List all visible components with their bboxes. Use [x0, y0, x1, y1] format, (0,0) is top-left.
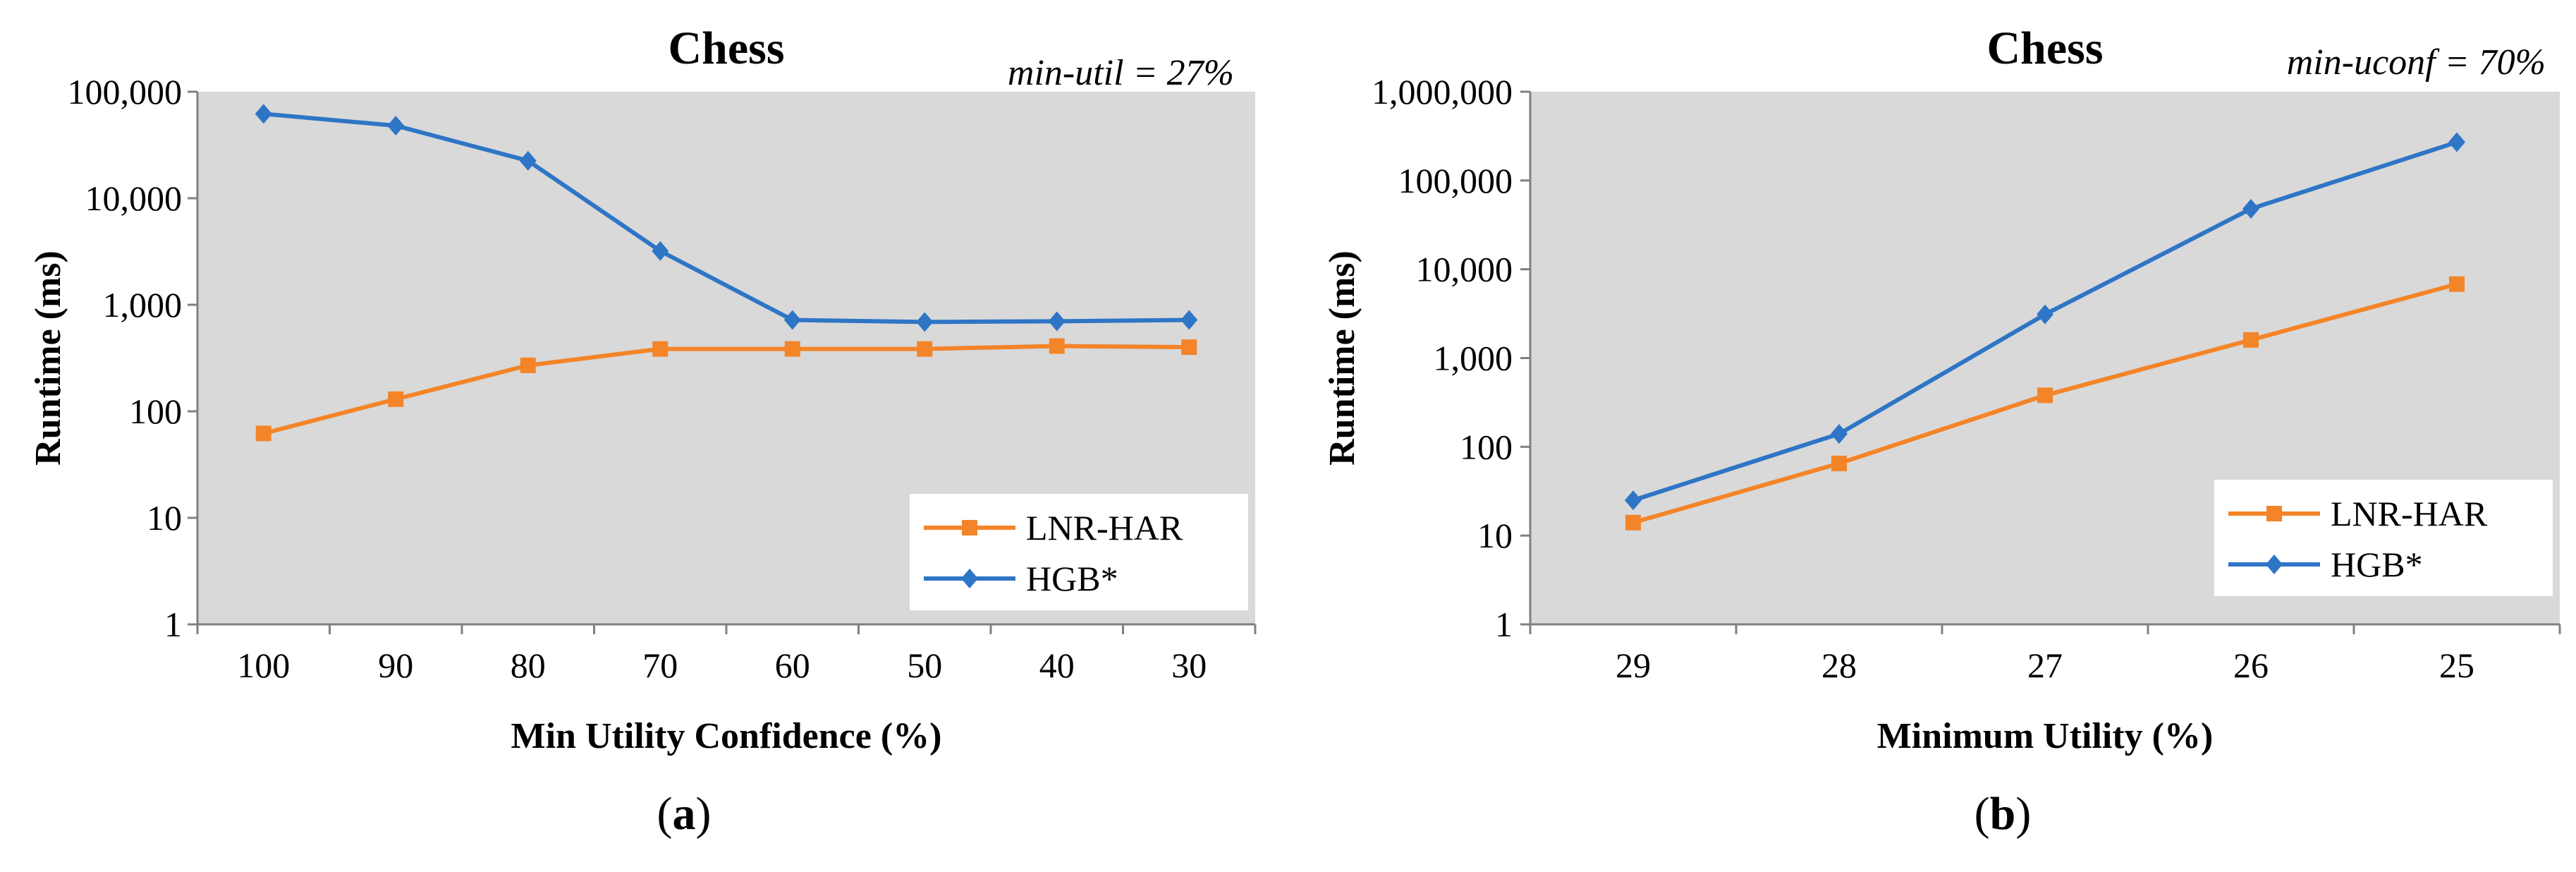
y-tick-label: 100	[1460, 427, 1513, 466]
y-tick-label: 1,000	[1434, 339, 1513, 378]
x-tick-label: 40	[1039, 646, 1075, 685]
x-axis-label: Min Utility Confidence (%)	[511, 716, 942, 756]
y-tick-label: 1,000,000	[1372, 72, 1513, 111]
legend: LNR-HAR HGB*	[2214, 480, 2553, 596]
x-tick-label: 50	[907, 646, 942, 685]
x-tick-label: 90	[378, 646, 413, 685]
data-point-square	[255, 425, 271, 442]
x-tick-label: 100	[237, 646, 290, 685]
data-point-square	[784, 341, 800, 357]
series-line-lnr-har	[262, 344, 1190, 436]
panel-letter: a	[673, 788, 696, 840]
legend-marker-square	[962, 520, 977, 535]
data-point-diamond	[916, 312, 934, 332]
panel-letter: b	[1990, 788, 2016, 840]
x-tick-label: 28	[1821, 646, 1857, 685]
chart-a: 1 10 100 1,000 10,000 100,000 100 90 80 70 60 50 40 3…	[28, 23, 1257, 840]
legend-marker-diamond	[2266, 555, 2283, 574]
y-tick-label: 1	[164, 605, 182, 644]
data-point-diamond	[783, 310, 801, 330]
chart-title: Chess	[1986, 23, 2103, 74]
data-point-diamond	[387, 116, 405, 136]
data-point-diamond	[652, 241, 669, 261]
x-tick-label: 30	[1171, 646, 1207, 685]
chart-annotation: min-uconf = 70%	[2287, 42, 2546, 83]
panel-paren-close: )	[696, 788, 712, 840]
data-point-diamond	[1831, 423, 1848, 444]
data-point-square	[1181, 339, 1197, 356]
y-tick-label: 100	[129, 392, 182, 431]
x-tick-label: 25	[2439, 646, 2474, 685]
legend: LNR-HAR HGB*	[910, 494, 1248, 610]
data-point-diamond	[2037, 304, 2053, 325]
data-point-square	[388, 391, 404, 407]
series-line-hgb-	[263, 111, 1190, 325]
data-point-diamond	[2448, 132, 2465, 152]
data-point-square	[1625, 514, 1641, 531]
y-tick-label: 100,000	[68, 72, 183, 111]
legend-label: LNR-HAR	[2331, 494, 2488, 533]
chart-title: Chess	[668, 23, 784, 74]
panel-paren-close: )	[2015, 788, 2031, 840]
y-tick-label: 100,000	[1398, 161, 1513, 200]
data-point-diamond	[2242, 198, 2259, 219]
legend-marker-diamond	[961, 569, 978, 588]
y-axis-label: Runtime (ms)	[1322, 250, 1362, 466]
y-tick-label: 10,000	[85, 178, 183, 218]
data-point-square	[2243, 332, 2259, 348]
x-tick-label: 29	[1616, 646, 1651, 685]
legend-label: HGB*	[1026, 559, 1118, 598]
legend-label: LNR-HAR	[1026, 508, 1183, 547]
legend-label: HGB*	[2331, 545, 2423, 584]
panel-paren-open: (	[1974, 788, 1990, 840]
y-tick-label: 10	[1477, 516, 1513, 555]
data-point-diamond	[1180, 310, 1198, 330]
data-point-square	[1049, 338, 1065, 354]
x-tick-label: 60	[775, 646, 810, 685]
data-point-square	[2037, 387, 2053, 404]
data-point-square	[1831, 455, 1847, 471]
panel-label: (b)	[1974, 788, 2032, 840]
data-point-diamond	[255, 104, 272, 124]
panel-paren-open: (	[657, 788, 673, 840]
legend-marker-square	[2266, 506, 2282, 521]
x-tick-label: 27	[2027, 646, 2063, 685]
data-point-square	[917, 341, 933, 357]
data-point-diamond	[1048, 311, 1066, 332]
x-tick-label: 70	[642, 646, 678, 685]
data-point-square	[520, 357, 536, 373]
y-axis-label: Runtime (ms)	[28, 250, 68, 466]
x-axis-label: Minimum Utility (%)	[1877, 716, 2214, 756]
data-point-square	[652, 341, 669, 357]
y-tick-label: 10,000	[1416, 250, 1513, 289]
y-tick-label: 1	[1495, 605, 1513, 644]
x-tick-label: 26	[2233, 646, 2269, 685]
chart-annotation: min-util = 27%	[1008, 53, 1234, 93]
panel-label: (a)	[657, 788, 712, 840]
data-point-square	[2449, 276, 2465, 292]
chart-b: 1 10 100 1,000 10,000 100,000 1,000,000 29 28 27 2…	[1322, 23, 2561, 840]
data-point-diamond	[1625, 490, 1642, 511]
legend-box	[2214, 480, 2553, 596]
legend-box	[910, 494, 1248, 610]
data-point-diamond	[519, 150, 537, 171]
y-tick-label: 1,000	[103, 285, 183, 325]
y-tick-label: 10	[147, 498, 182, 538]
x-tick-label: 80	[511, 646, 546, 685]
